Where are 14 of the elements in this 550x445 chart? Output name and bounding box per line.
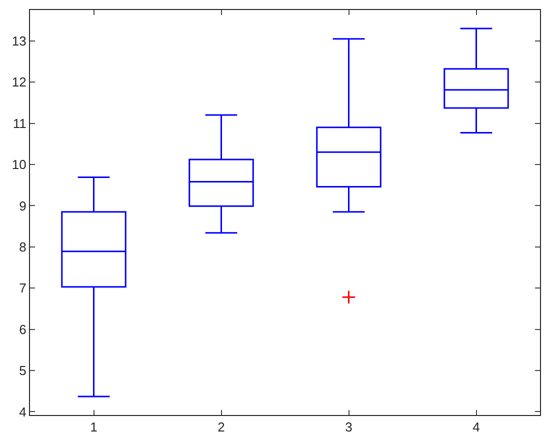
y-tick-label: 4 — [19, 404, 26, 420]
x-tick-label: 2 — [218, 420, 225, 435]
y-tick-label: 10 — [12, 157, 26, 172]
y-tick-label: 13 — [12, 33, 26, 48]
y-tick-label: 5 — [19, 363, 26, 378]
y-tick-label: 7 — [19, 280, 26, 296]
x-tick-label: 4 — [472, 420, 480, 435]
y-tick-label: 8 — [19, 239, 26, 254]
y-tick-label: 9 — [19, 198, 26, 214]
y-tick-label: 6 — [19, 322, 26, 337]
y-tick-label: 12 — [12, 74, 26, 90]
x-tick-label: 3 — [345, 420, 352, 435]
x-tick-label: 1 — [90, 420, 98, 435]
y-tick-label: 11 — [12, 116, 26, 131]
